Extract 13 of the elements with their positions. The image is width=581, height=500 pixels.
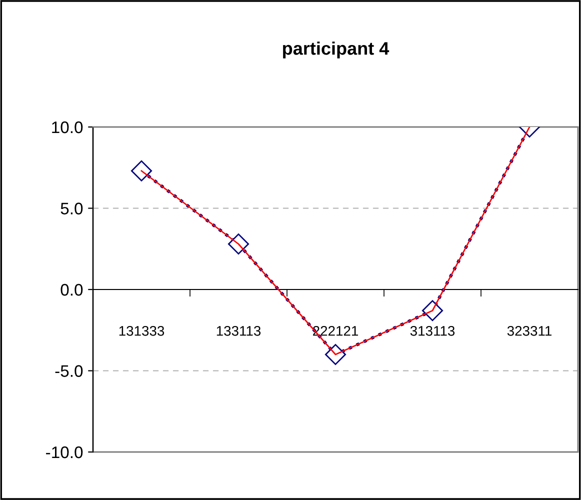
point	[324, 344, 346, 366]
y-tick-label: 5.0	[60, 202, 83, 214]
point	[228, 233, 250, 255]
y-tick-label: -10.0	[46, 446, 83, 458]
x-tick-label: 323311	[507, 326, 552, 336]
y-tick-label: 10.0	[52, 121, 83, 134]
point	[130, 160, 152, 182]
x-tick-label: 131333	[119, 326, 164, 336]
x-tick-label: 313113	[410, 326, 455, 336]
y-tick-label: 0.0	[60, 284, 83, 296]
x-tick-label: 133113	[216, 326, 261, 336]
chart-title: participant 4	[283, 42, 390, 58]
y-tick-label: -5.0	[55, 365, 83, 377]
